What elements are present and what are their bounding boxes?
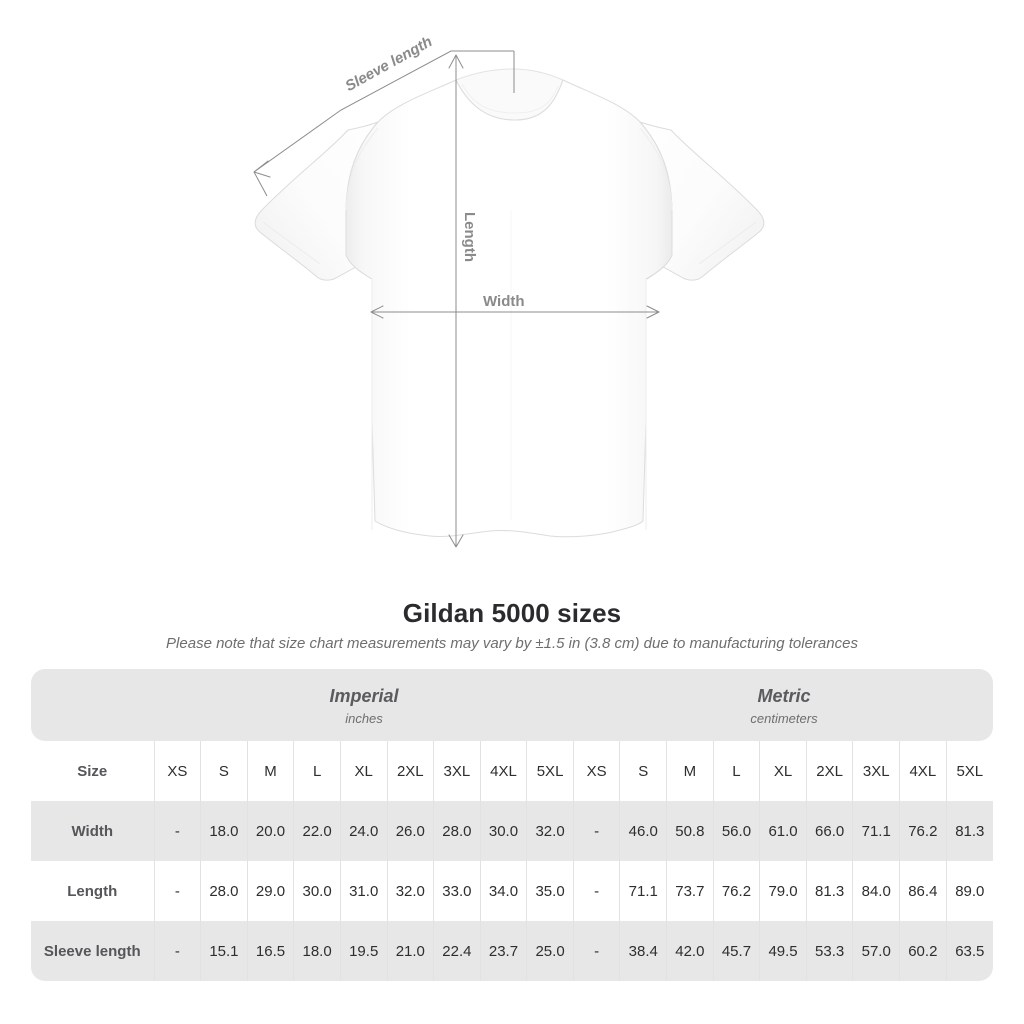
- svg-text:Sleeve length: Sleeve length: [342, 33, 435, 95]
- svg-text:Imperial: Imperial: [329, 686, 399, 706]
- svg-text:centimeters: centimeters: [750, 711, 818, 726]
- svg-text:inches: inches: [345, 711, 383, 726]
- svg-text:Length: Length: [461, 212, 478, 262]
- svg-text:Width: Width: [483, 293, 525, 310]
- svg-text:Metric: Metric: [757, 686, 810, 706]
